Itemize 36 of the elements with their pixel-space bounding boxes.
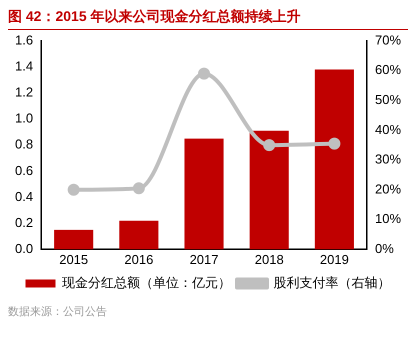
- x-tick-label: 2019: [320, 252, 349, 267]
- x-tick-label: 2018: [254, 252, 284, 267]
- x-tick-label: 2015: [59, 252, 88, 267]
- y-tick-label: 1.6: [14, 32, 34, 48]
- y2-tick-label: 40%: [374, 122, 402, 137]
- bar: [184, 138, 224, 250]
- y-tick-label: 0.6: [14, 162, 34, 178]
- y2-tick-label: 50%: [374, 92, 402, 107]
- bar: [119, 220, 158, 250]
- y-tick-label: 0.0: [14, 240, 34, 256]
- bar: [314, 69, 354, 250]
- y2-tick-label: 20%: [374, 181, 402, 196]
- y-tick-label: 0.2: [14, 214, 34, 230]
- legend-label: 现金分红总额（单位：亿元）: [62, 275, 231, 290]
- chart-title: 图 42：2015 年以来公司现金分红总额持续上升: [8, 8, 408, 30]
- y2-tick-label: 10%: [374, 211, 402, 226]
- x-tick-label: 2017: [190, 252, 218, 267]
- point: [132, 182, 145, 194]
- point: [68, 184, 80, 196]
- y2-tick-label: 0%: [374, 240, 394, 256]
- y-tick-label: 1.2: [14, 84, 34, 100]
- y2-tick-label: 70%: [374, 32, 402, 48]
- x-tick-label: 2016: [124, 252, 154, 267]
- point: [198, 68, 210, 80]
- legend-label: 股利支付率（右轴）: [274, 275, 390, 290]
- y-tick-label: 1.4: [14, 58, 34, 74]
- source-note: 数据来源：公司公告: [8, 304, 108, 319]
- y2-tick-label: 30%: [374, 152, 402, 167]
- y2-tick-label: 60%: [374, 62, 402, 78]
- point: [263, 139, 276, 152]
- bar: [54, 230, 94, 250]
- y-tick-label: 1.0: [14, 110, 34, 126]
- y-tick-label: 0.8: [14, 136, 34, 152]
- point: [328, 138, 340, 150]
- bar: [250, 130, 289, 250]
- y-tick-label: 0.4: [14, 188, 34, 204]
